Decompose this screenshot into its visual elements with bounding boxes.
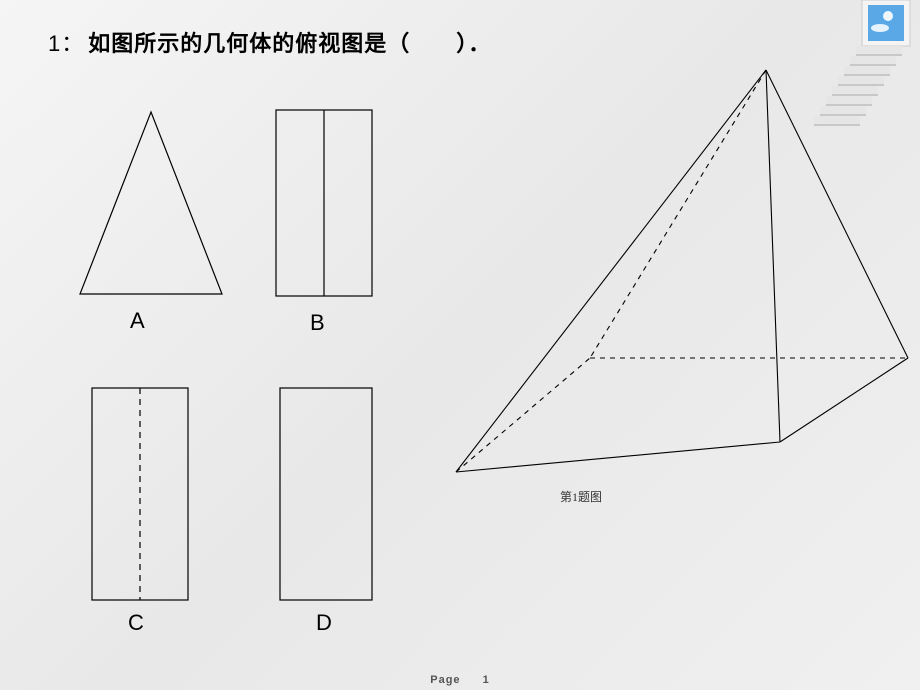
option-d-shape <box>278 386 374 602</box>
option-a-shape <box>76 108 226 298</box>
page-footer: Page 1 <box>0 674 920 686</box>
slide: 1：如图所示的几何体的俯视图是（ ）． A B C D 第1题图 Page 1 <box>0 0 920 690</box>
footer-label: Page <box>430 674 460 686</box>
option-b-label: B <box>310 310 325 336</box>
option-c-shape <box>90 386 190 602</box>
option-c-label: C <box>128 610 144 636</box>
option-d-label: D <box>316 610 332 636</box>
option-b-shape <box>274 108 374 298</box>
question-number: 1： <box>48 31 84 56</box>
option-a-label: A <box>130 308 145 334</box>
solid-figure <box>446 64 916 484</box>
question-text: 1：如图所示的几何体的俯视图是（ ）． <box>48 26 491 58</box>
question-body: 如图所示的几何体的俯视图是（ ）． <box>88 31 491 56</box>
footer-page-number: 1 <box>483 674 490 686</box>
solid-caption: 第1题图 <box>560 488 602 505</box>
